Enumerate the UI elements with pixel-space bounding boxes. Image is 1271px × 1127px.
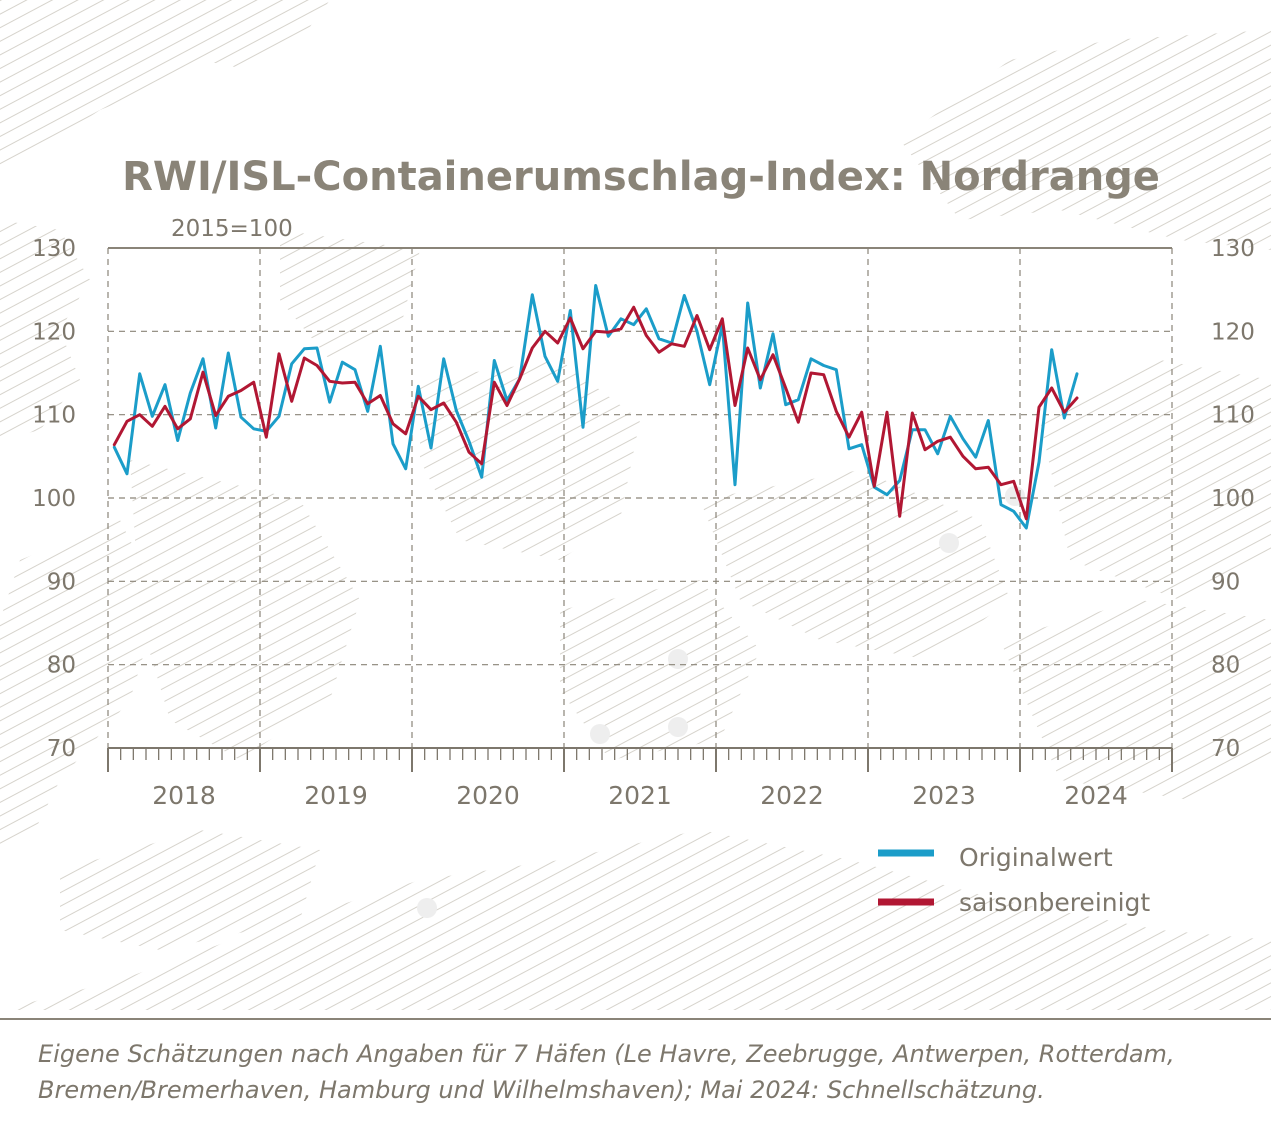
chart-title: RWI/ISL-Containerumschlag-Index: Nordran…	[122, 154, 1160, 200]
footnote-line-1: Eigene Schätzungen nach Angaben für 7 Hä…	[38, 1040, 1175, 1068]
x-tick-label: 2021	[608, 781, 672, 810]
y-tick-label: 100	[32, 486, 76, 512]
x-tick-label: 2020	[456, 781, 520, 810]
y-tick-label: 120	[32, 319, 76, 345]
x-tick-label: 2024	[1064, 781, 1128, 810]
series-line-seasonal	[112, 305, 1079, 521]
y-axis-left: 70 80 90 100 110 120 130	[32, 236, 76, 762]
y-tick-label: 90	[47, 569, 76, 595]
y-tick-label: 70	[47, 736, 76, 762]
x-tick-label: 2019	[304, 781, 368, 810]
series-lines	[112, 284, 1079, 530]
y-tick-label: 100	[1211, 486, 1255, 512]
chart-subtitle: 2015=100	[171, 216, 293, 242]
x-axis: 2018 2019 2020 2021 2022 2023 2024	[152, 781, 1128, 810]
y-tick-label: 110	[32, 403, 76, 429]
legend-label-seasonal: saisonbereinigt	[959, 888, 1150, 917]
footnote-line-2: Bremen/Bremerhaven, Hamburg und Wilhelms…	[38, 1076, 1045, 1104]
y-tick-label: 90	[1211, 569, 1240, 595]
y-axis-right: 70 80 90 100 110 120 130	[1211, 236, 1255, 762]
y-tick-label: 80	[1211, 653, 1240, 679]
y-tick-label: 110	[1211, 403, 1255, 429]
footnote: Eigene Schätzungen nach Angaben für 7 Hä…	[38, 1036, 1258, 1108]
y-tick-label: 130	[32, 236, 76, 262]
gridlines	[107, 247, 1173, 748]
legend-label-original: Originalwert	[959, 843, 1113, 872]
y-tick-label: 130	[1211, 236, 1255, 262]
y-tick-label: 80	[47, 653, 76, 679]
legend: Originalwert saisonbereinigt	[878, 843, 1150, 917]
x-tick-label: 2022	[760, 781, 824, 810]
axes	[107, 747, 1173, 772]
background-map	[0, 0, 1271, 1010]
y-tick-label: 120	[1211, 319, 1255, 345]
x-tick-label: 2023	[912, 781, 976, 810]
x-tick-label: 2018	[152, 781, 216, 810]
y-tick-label: 70	[1211, 736, 1240, 762]
